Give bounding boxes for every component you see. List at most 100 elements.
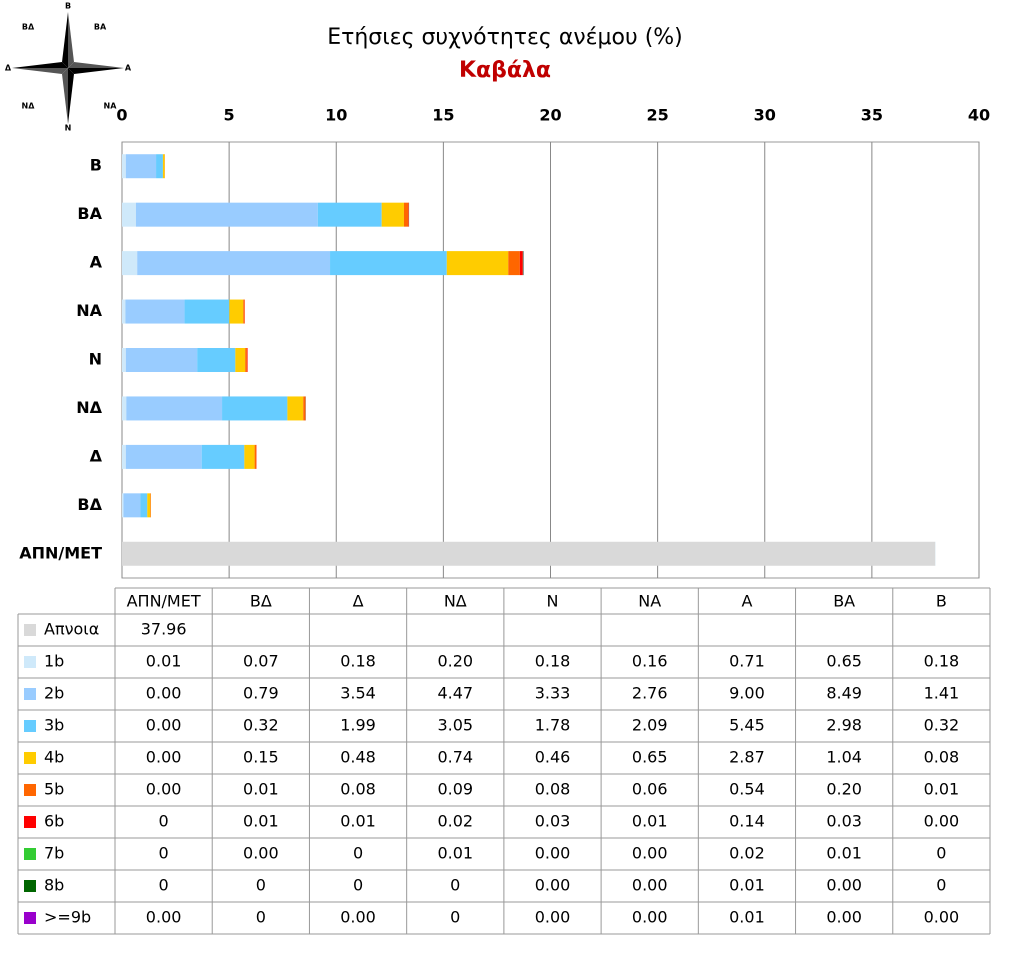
legend-swatch xyxy=(24,880,36,892)
bar-segment xyxy=(162,154,165,179)
y-tick-label: Ν xyxy=(89,350,102,369)
table-cell: 0.03 xyxy=(826,812,862,831)
legend-label: Απνοια xyxy=(44,620,99,639)
table-cell: 0.00 xyxy=(924,908,960,927)
bar-segment xyxy=(147,493,151,518)
table-cell: 0.32 xyxy=(243,716,279,735)
table-cell: 0.07 xyxy=(243,652,279,671)
legend-swatch xyxy=(24,848,36,860)
compass-label: ΝΑ xyxy=(104,102,118,111)
table-cell: 0.14 xyxy=(729,812,765,831)
table-cell: 0.01 xyxy=(924,780,960,799)
x-tick-label: 15 xyxy=(432,106,454,125)
table-cell: 0.09 xyxy=(437,780,473,799)
bar-segment xyxy=(122,202,136,227)
bar-segment xyxy=(287,396,304,421)
x-tick-label: 35 xyxy=(861,106,883,125)
table-cell: 3.54 xyxy=(340,684,376,703)
y-tick-label: Α xyxy=(90,253,103,272)
table-cell: 1.99 xyxy=(340,716,376,735)
table-header: Ν xyxy=(547,592,559,611)
table-cell: 0.00 xyxy=(146,684,182,703)
x-tick-label: 20 xyxy=(539,106,561,125)
bar-segment xyxy=(122,541,936,566)
table-cell: 3.05 xyxy=(437,716,473,735)
compass-label: Α xyxy=(125,64,132,73)
table-cell: 0.32 xyxy=(924,716,960,735)
y-tick-label: Δ xyxy=(90,446,103,465)
table-cell: 0.65 xyxy=(632,748,668,767)
bar-segment xyxy=(235,348,246,372)
table-header: ΒΑ xyxy=(833,592,855,611)
table-header: Α xyxy=(741,592,752,611)
table-cell: 2.98 xyxy=(826,716,862,735)
x-tick-label: 10 xyxy=(325,106,347,125)
table-cell: 0 xyxy=(353,844,363,863)
table-cell: 1.04 xyxy=(826,748,862,767)
table-cell: 0.03 xyxy=(535,812,571,831)
table-cell: 0.01 xyxy=(243,812,279,831)
compass-label: Ν xyxy=(65,124,72,133)
table-cell: 0.00 xyxy=(340,908,376,927)
bar-segment xyxy=(125,299,185,324)
bar-segment xyxy=(126,396,223,421)
table-cell: 0.00 xyxy=(632,844,668,863)
table-header: ΑΠΝ/ΜΕΤ xyxy=(127,592,201,611)
bar-segment xyxy=(243,299,245,324)
table-cell: 0 xyxy=(936,844,946,863)
table-cell: 0.46 xyxy=(535,748,571,767)
legend-label: 2b xyxy=(44,684,64,703)
bar-segment xyxy=(381,202,404,227)
legend-swatch xyxy=(24,752,36,764)
bar-segment xyxy=(303,396,306,421)
bar-segment xyxy=(122,348,126,372)
table-cell: 0.54 xyxy=(729,780,765,799)
compass-label: ΒΔ xyxy=(22,23,35,32)
bar-segment xyxy=(122,154,126,179)
table-cell: 0 xyxy=(159,844,169,863)
table-cell: 0 xyxy=(256,876,266,895)
table-cell: 0 xyxy=(353,876,363,895)
x-tick-label: 5 xyxy=(224,106,235,125)
table-cell: 4.47 xyxy=(437,684,473,703)
table-cell: 0.00 xyxy=(632,908,668,927)
table-cell: 0.00 xyxy=(535,844,571,863)
table-cell: 0.48 xyxy=(340,748,376,767)
table-cell: 0.01 xyxy=(729,908,765,927)
x-tick-label: 0 xyxy=(116,106,127,125)
table-header: ΒΔ xyxy=(250,592,272,611)
bar-segment xyxy=(508,251,520,276)
compass-label: ΝΔ xyxy=(22,102,36,111)
table-cell: 0.06 xyxy=(632,780,668,799)
bar-segment xyxy=(519,251,523,276)
table-cell: 0.00 xyxy=(826,908,862,927)
table-cell: 0.71 xyxy=(729,652,765,671)
bar-segment xyxy=(229,299,244,324)
table-cell: 0.00 xyxy=(146,748,182,767)
bar-segment xyxy=(123,493,141,518)
bar-segment xyxy=(137,251,331,276)
bar-segment xyxy=(122,493,124,518)
legend-swatch xyxy=(24,688,36,700)
table-cell: 0 xyxy=(256,908,266,927)
bar-segment xyxy=(244,444,255,469)
table-cell: 0.18 xyxy=(340,652,376,671)
bar-segment xyxy=(135,202,318,227)
table-cell: 0.01 xyxy=(826,844,862,863)
x-tick-label: 30 xyxy=(754,106,776,125)
bar-segment xyxy=(122,396,127,421)
table-cell: 0.16 xyxy=(632,652,668,671)
table-cell: 0.00 xyxy=(826,876,862,895)
bar-segment xyxy=(245,348,247,372)
table-header: Δ xyxy=(353,592,364,611)
table-header: ΝΑ xyxy=(638,592,661,611)
legend-label: 3b xyxy=(44,716,64,735)
bar-segment xyxy=(446,251,509,276)
table-cell: 0.01 xyxy=(146,652,182,671)
table-cell: 0.08 xyxy=(535,780,571,799)
x-tick-label: 40 xyxy=(968,106,990,125)
compass-label: Δ xyxy=(5,64,12,73)
bar-segment xyxy=(122,444,126,469)
bar-segment xyxy=(403,202,409,227)
table-cell: 0.02 xyxy=(729,844,765,863)
